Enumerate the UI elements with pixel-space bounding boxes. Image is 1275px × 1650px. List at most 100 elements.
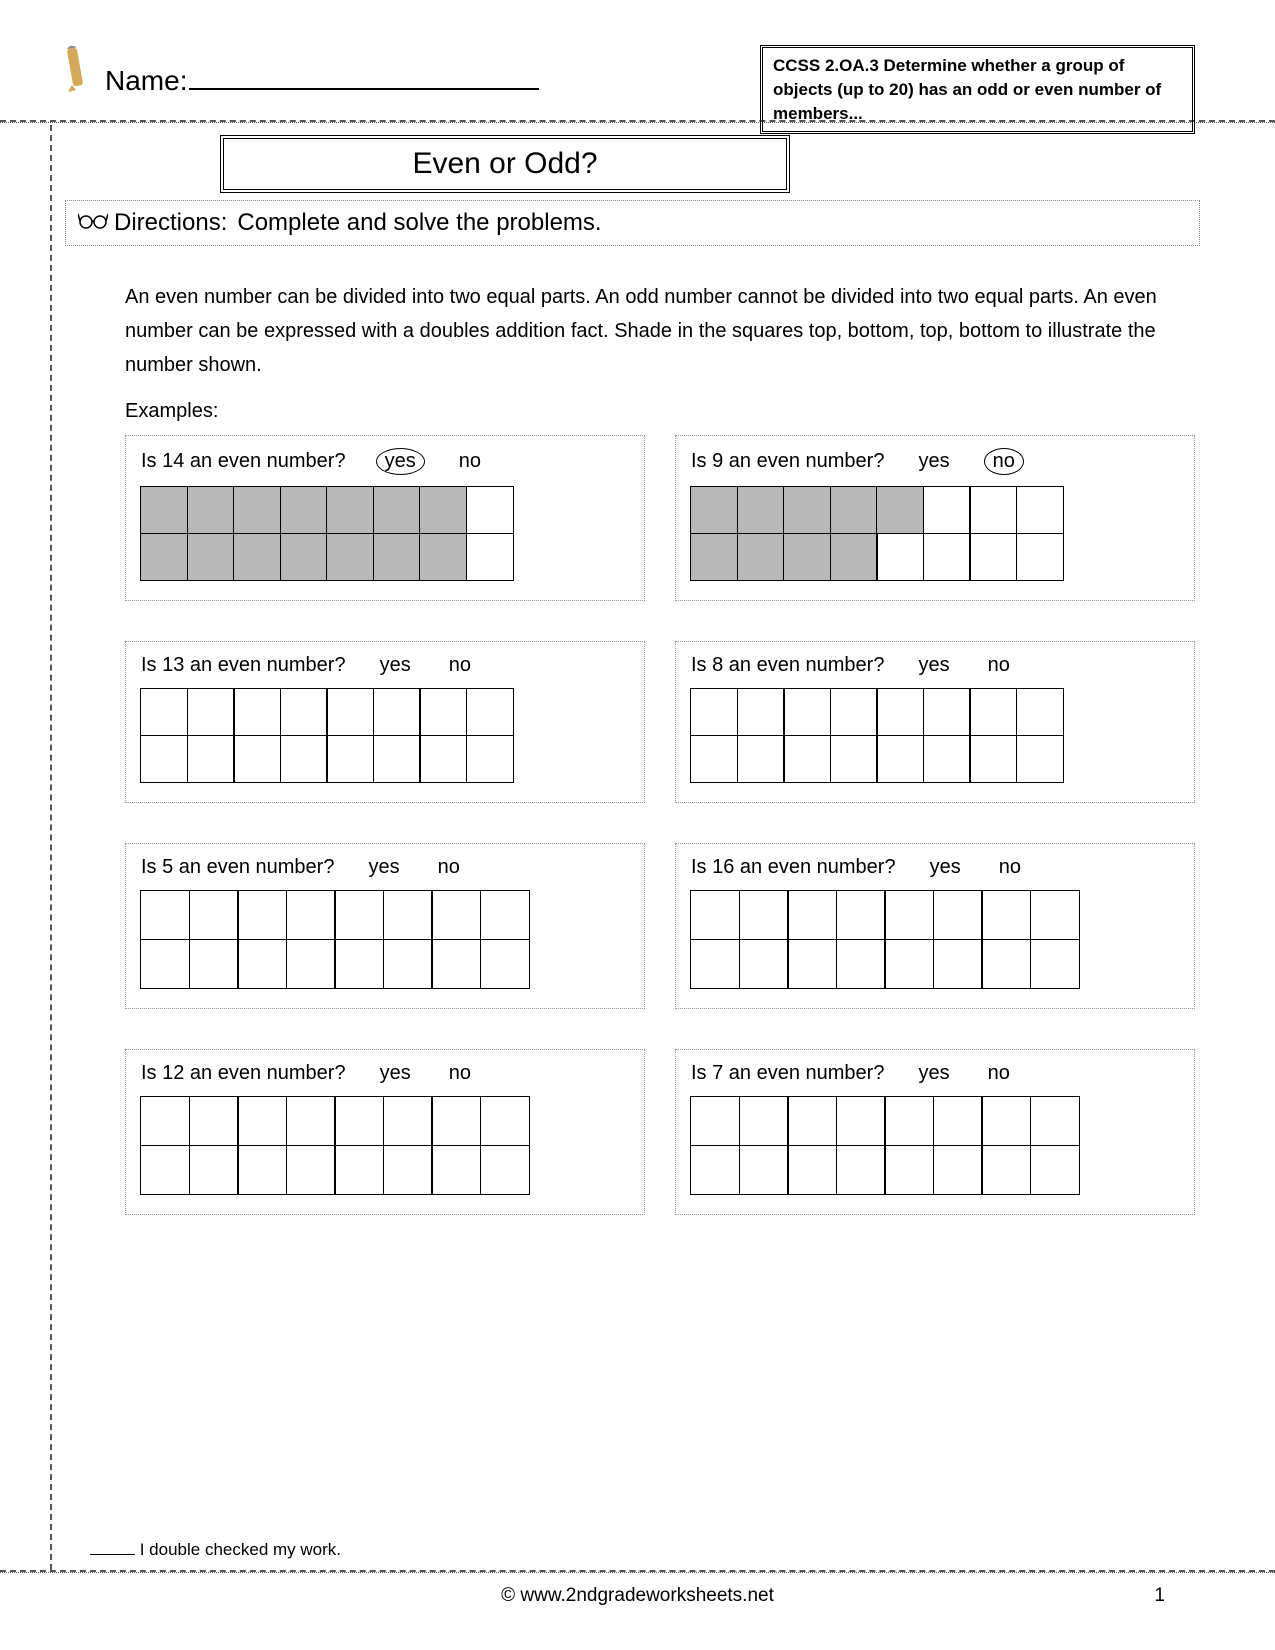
grid-cell[interactable] — [466, 533, 514, 581]
grid-cell[interactable] — [876, 533, 924, 581]
grid-cell[interactable] — [690, 533, 738, 581]
grid-cell[interactable] — [830, 533, 878, 581]
grid-cell[interactable] — [480, 890, 530, 940]
grid-cell[interactable] — [419, 688, 467, 736]
grid-cell[interactable] — [969, 533, 1017, 581]
grid-cell[interactable] — [876, 735, 924, 783]
grid-cell[interactable] — [739, 939, 789, 989]
grid-cell[interactable] — [739, 1096, 789, 1146]
shading-grid[interactable] — [141, 487, 581, 580]
grid-cell[interactable] — [1030, 1145, 1080, 1195]
answer-yes[interactable]: yes — [376, 448, 425, 475]
grid-cell[interactable] — [969, 486, 1017, 534]
grid-cell[interactable] — [884, 1096, 934, 1146]
grid-cell[interactable] — [140, 1096, 190, 1146]
grid-cell[interactable] — [1016, 486, 1064, 534]
name-input-line[interactable] — [189, 66, 539, 90]
grid-cell[interactable] — [233, 533, 281, 581]
grid-cell[interactable] — [326, 486, 374, 534]
grid-cell[interactable] — [373, 735, 421, 783]
grid-cell[interactable] — [187, 735, 235, 783]
grid-cell[interactable] — [466, 735, 514, 783]
answer-yes[interactable]: yes — [914, 654, 953, 677]
grid-cell[interactable] — [233, 688, 281, 736]
answer-yes[interactable]: yes — [914, 450, 953, 473]
grid-cell[interactable] — [419, 486, 467, 534]
grid-cell[interactable] — [933, 939, 983, 989]
grid-cell[interactable] — [383, 939, 433, 989]
grid-cell[interactable] — [334, 890, 384, 940]
grid-cell[interactable] — [923, 486, 971, 534]
grid-cell[interactable] — [690, 735, 738, 783]
answer-yes[interactable]: yes — [926, 856, 965, 879]
grid-cell[interactable] — [334, 1145, 384, 1195]
grid-cell[interactable] — [237, 1145, 287, 1195]
grid-cell[interactable] — [140, 939, 190, 989]
grid-cell[interactable] — [480, 1096, 530, 1146]
grid-cell[interactable] — [933, 1145, 983, 1195]
answer-yes[interactable]: yes — [914, 1062, 953, 1085]
shading-grid[interactable] — [141, 891, 581, 988]
grid-cell[interactable] — [981, 890, 1031, 940]
grid-cell[interactable] — [140, 533, 188, 581]
grid-cell[interactable] — [783, 688, 831, 736]
grid-cell[interactable] — [739, 890, 789, 940]
answer-no[interactable]: no — [984, 1062, 1014, 1085]
grid-cell[interactable] — [783, 533, 831, 581]
grid-cell[interactable] — [466, 486, 514, 534]
grid-cell[interactable] — [981, 939, 1031, 989]
checkmark-line[interactable] — [90, 1554, 135, 1555]
grid-cell[interactable] — [690, 1096, 740, 1146]
grid-cell[interactable] — [933, 890, 983, 940]
grid-cell[interactable] — [280, 533, 328, 581]
grid-cell[interactable] — [969, 688, 1017, 736]
grid-cell[interactable] — [280, 688, 328, 736]
grid-cell[interactable] — [326, 735, 374, 783]
grid-cell[interactable] — [690, 939, 740, 989]
grid-cell[interactable] — [237, 890, 287, 940]
grid-cell[interactable] — [140, 486, 188, 534]
grid-cell[interactable] — [373, 533, 421, 581]
shading-grid[interactable] — [141, 1097, 581, 1194]
grid-cell[interactable] — [787, 890, 837, 940]
shading-grid[interactable] — [691, 689, 1131, 782]
grid-cell[interactable] — [933, 1096, 983, 1146]
grid-cell[interactable] — [981, 1096, 1031, 1146]
grid-cell[interactable] — [783, 486, 831, 534]
grid-cell[interactable] — [383, 1145, 433, 1195]
grid-cell[interactable] — [836, 1096, 886, 1146]
grid-cell[interactable] — [690, 1145, 740, 1195]
grid-cell[interactable] — [466, 688, 514, 736]
grid-cell[interactable] — [334, 939, 384, 989]
shading-grid[interactable] — [691, 487, 1131, 580]
grid-cell[interactable] — [884, 890, 934, 940]
grid-cell[interactable] — [373, 486, 421, 534]
grid-cell[interactable] — [969, 735, 1017, 783]
grid-cell[interactable] — [737, 688, 785, 736]
grid-cell[interactable] — [237, 1096, 287, 1146]
answer-no[interactable]: no — [445, 1062, 475, 1085]
grid-cell[interactable] — [787, 1145, 837, 1195]
grid-cell[interactable] — [140, 735, 188, 783]
grid-cell[interactable] — [876, 688, 924, 736]
grid-cell[interactable] — [280, 735, 328, 783]
grid-cell[interactable] — [1016, 688, 1064, 736]
grid-cell[interactable] — [836, 1145, 886, 1195]
answer-no[interactable]: no — [995, 856, 1025, 879]
grid-cell[interactable] — [737, 735, 785, 783]
grid-cell[interactable] — [326, 688, 374, 736]
grid-cell[interactable] — [286, 1096, 336, 1146]
grid-cell[interactable] — [187, 688, 235, 736]
grid-cell[interactable] — [690, 890, 740, 940]
grid-cell[interactable] — [187, 533, 235, 581]
grid-cell[interactable] — [431, 939, 481, 989]
grid-cell[interactable] — [836, 939, 886, 989]
answer-no[interactable]: no — [984, 448, 1024, 475]
grid-cell[interactable] — [787, 939, 837, 989]
grid-cell[interactable] — [286, 1145, 336, 1195]
shading-grid[interactable] — [691, 1097, 1131, 1194]
grid-cell[interactable] — [187, 486, 235, 534]
answer-no[interactable]: no — [434, 856, 464, 879]
answer-no[interactable]: no — [445, 654, 475, 677]
grid-cell[interactable] — [884, 1145, 934, 1195]
